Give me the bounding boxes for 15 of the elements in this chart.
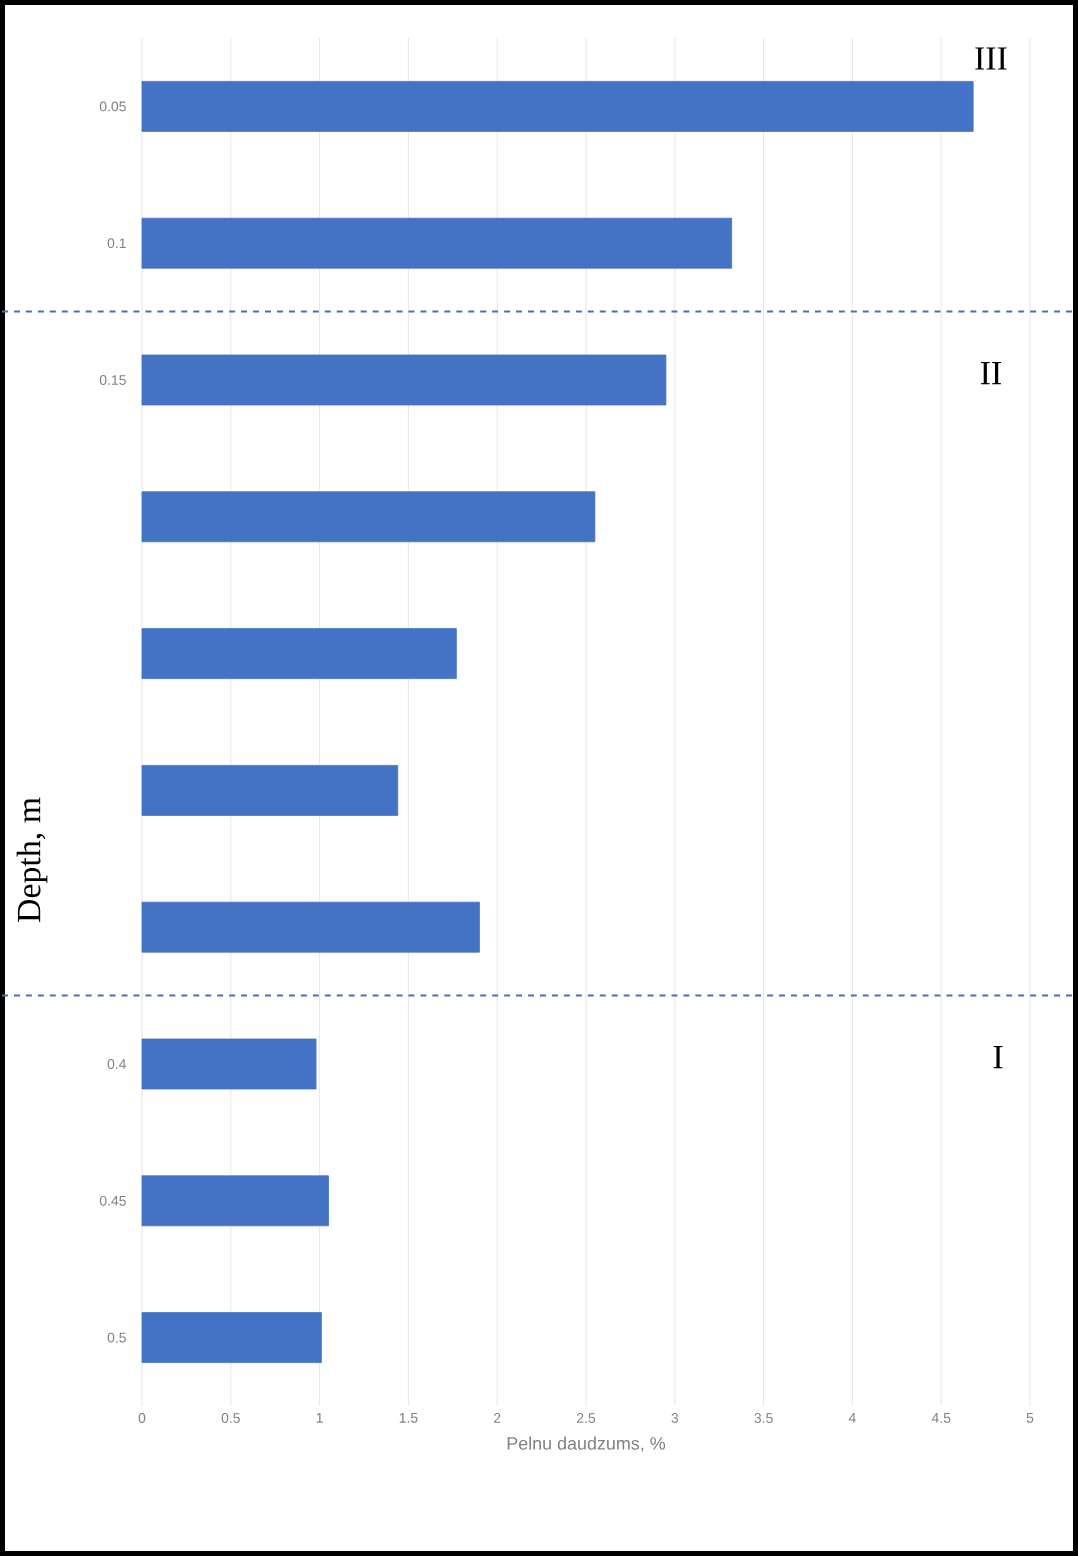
annotation: I bbox=[993, 1046, 1003, 1069]
bar bbox=[141, 1038, 317, 1090]
annotation: III bbox=[975, 47, 1007, 70]
bar bbox=[141, 1312, 322, 1363]
bar bbox=[141, 901, 480, 953]
bar bbox=[141, 217, 733, 269]
bar bbox=[141, 764, 399, 816]
bar bbox=[141, 628, 457, 679]
bar bbox=[141, 354, 667, 406]
bar bbox=[141, 491, 596, 543]
bar bbox=[141, 80, 974, 132]
x-axis-title: Pelnu daudzums, % bbox=[507, 1436, 666, 1452]
annotation: II bbox=[980, 362, 1002, 385]
bar bbox=[141, 1175, 329, 1227]
y-axis-title: Depth, m bbox=[16, 797, 48, 923]
